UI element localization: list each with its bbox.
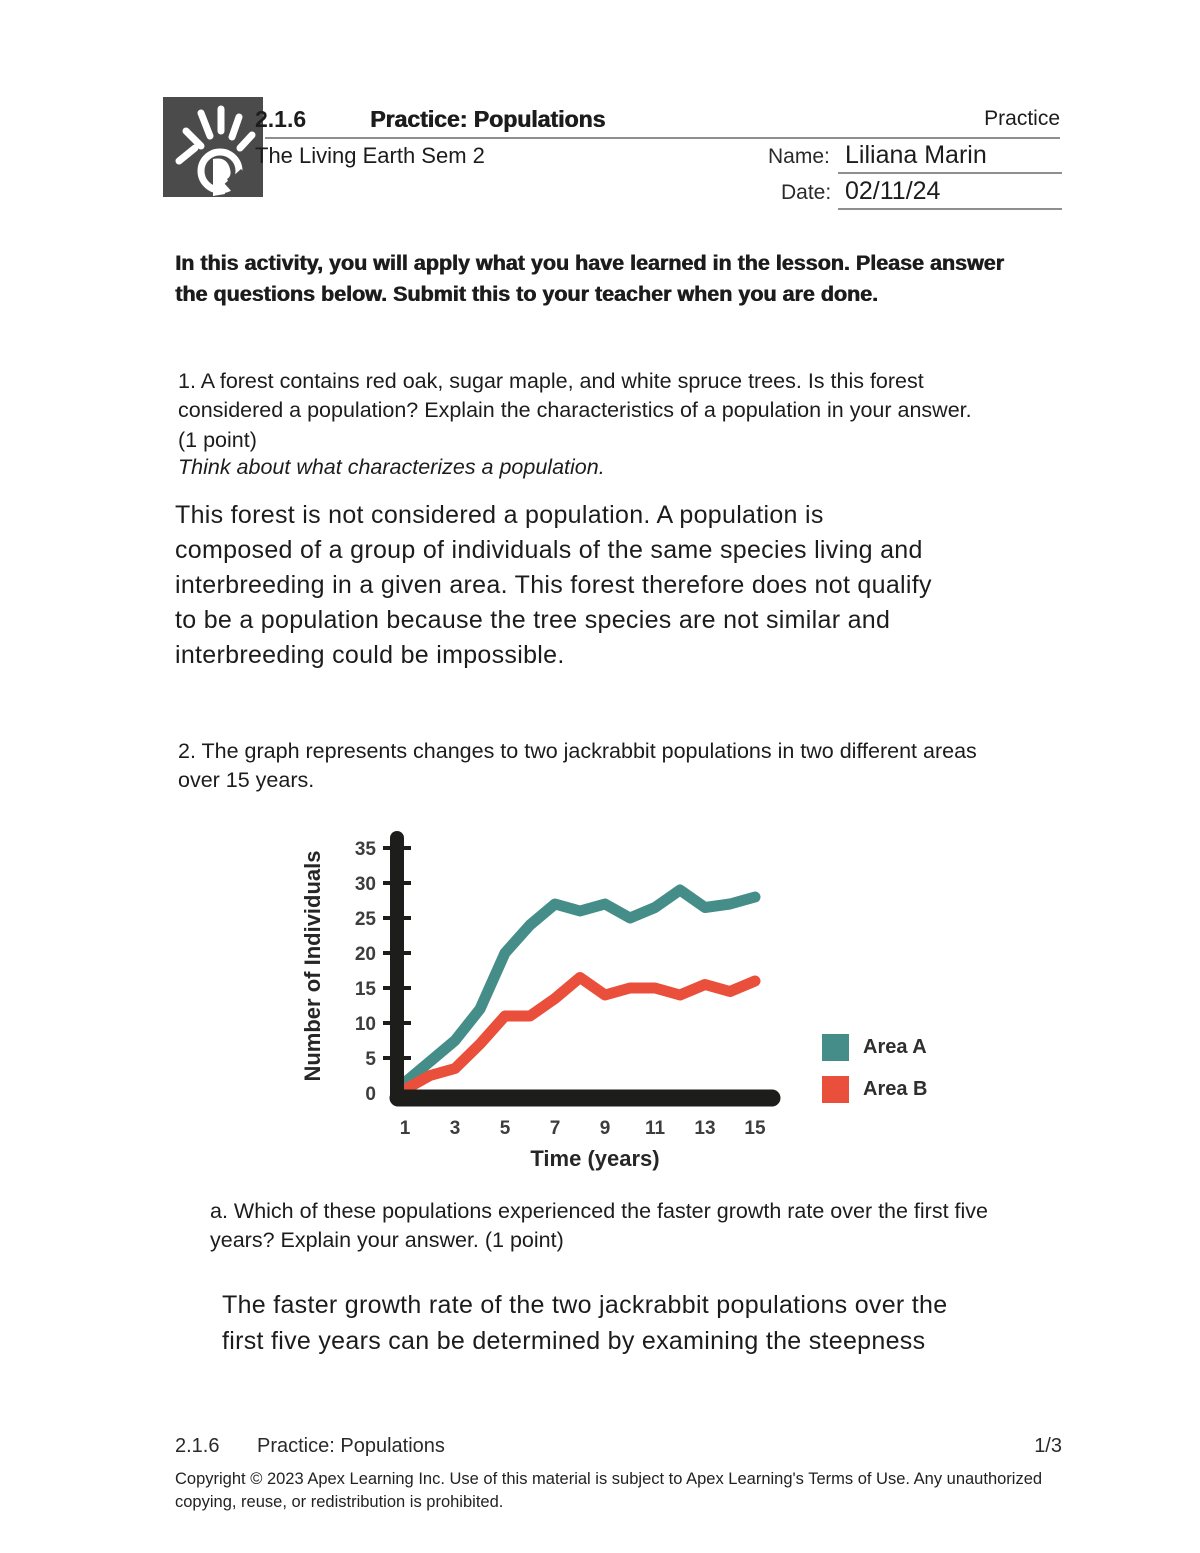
date-underline (838, 208, 1062, 210)
page-title: Practice: Populations (370, 106, 606, 132)
date-label: Date: (781, 181, 832, 204)
legend-label-area-a: Area A (863, 1036, 927, 1058)
x-tick-label: 5 (500, 1118, 511, 1139)
y-tick-label: 0 (365, 1084, 376, 1105)
population-chart: 0 5 10 15 20 25 30 35 1 3 5 7 9 11 13 15 Time (years) Num… (300, 826, 980, 1178)
legend-label-area-b: Area B (863, 1078, 928, 1100)
y-tick-label: 5 (365, 1049, 376, 1070)
name-underline (838, 172, 1062, 174)
x-tick-label: 15 (744, 1118, 766, 1139)
x-tick-label: 3 (450, 1118, 461, 1139)
x-tick-label: 7 (550, 1118, 561, 1139)
y-tick-label: 10 (355, 1014, 376, 1035)
x-tick-label: 13 (694, 1118, 715, 1139)
y-tick-label: 25 (355, 909, 377, 930)
course-name: The Living Earth Sem 2 (255, 143, 485, 168)
legend-item-area-b: Area B (822, 1076, 927, 1103)
question-2a-answer: The faster growth rate of the two jackra… (222, 1291, 948, 1355)
lesson-number: 2.1.6 (255, 106, 307, 132)
page-number: 1/3 (1034, 1435, 1062, 1457)
doc-type-label: Practice (984, 107, 1060, 130)
series-area-a (399, 884, 761, 1088)
footer-lesson-number: 2.1.6 (175, 1435, 220, 1457)
x-tick-label: 11 (645, 1118, 666, 1139)
question-1-answer: This forest is not considered a populati… (175, 501, 932, 669)
x-tick-label: 1 (400, 1118, 411, 1139)
legend-swatch-area-a (822, 1034, 849, 1061)
y-tick-label: 20 (355, 944, 376, 965)
legend-swatch-area-b (822, 1076, 849, 1103)
date-value: 02/11/24 (845, 177, 941, 205)
header-divider (265, 137, 1060, 139)
chart-legend: Area A Area B (822, 1034, 927, 1103)
x-axis-title: Time (years) (530, 1146, 659, 1171)
apex-learning-logo-icon (163, 97, 263, 198)
question-1-hint: Think about what characterizes a populat… (178, 455, 605, 479)
y-axis-title: Number of Individuals (300, 850, 325, 1081)
question-2-prompt: 2. The graph represents changes to two j… (178, 739, 977, 793)
copyright-notice: Copyright © 2023 Apex Learning Inc. Use … (175, 1470, 1043, 1512)
legend-item-area-a: Area A (822, 1034, 927, 1061)
question-1-prompt: 1. A forest contains red oak, sugar mapl… (178, 369, 972, 452)
instructions-paragraph: In this activity, you will apply what yo… (175, 251, 1004, 306)
y-tick-label: 15 (355, 979, 377, 1000)
series-area-b (399, 972, 761, 1095)
y-tick-label: 30 (355, 874, 376, 895)
y-tick-label: 35 (355, 839, 377, 860)
question-2a-prompt: a. Which of these populations experience… (210, 1199, 988, 1253)
name-value: Liliana Marin (845, 141, 987, 169)
footer-title: Practice: Populations (257, 1435, 445, 1457)
name-label: Name: (768, 145, 830, 168)
x-tick-label: 9 (600, 1118, 611, 1139)
